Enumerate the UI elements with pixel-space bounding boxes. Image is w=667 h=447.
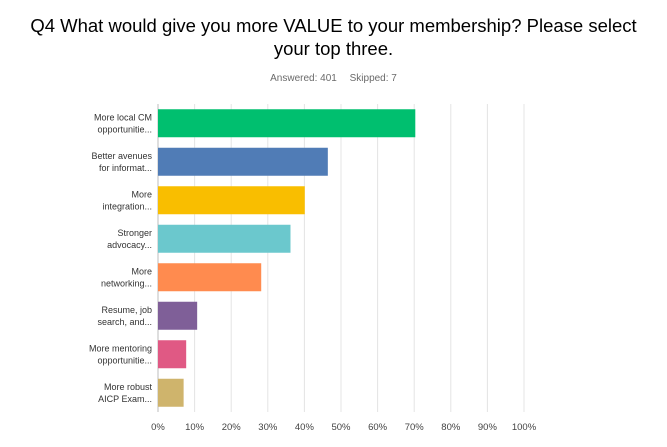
category-label: More networking... [101, 266, 152, 288]
x-tick-label: 10% [185, 422, 205, 433]
bar [158, 224, 291, 253]
x-tick-label: 0% [151, 422, 165, 433]
bar [158, 263, 262, 292]
category-label: More integration... [102, 189, 152, 211]
x-tick-label: 20% [222, 422, 242, 433]
x-tick-label: 100% [512, 422, 537, 433]
question-title-line1: Q4 What would give you more VALUE to you… [30, 15, 637, 36]
x-tick-label: 30% [258, 422, 278, 433]
question-title-line2: your top three. [273, 38, 394, 59]
category-label: Stronger advocacy... [107, 228, 152, 250]
category-label: Resume, job search, and... [97, 305, 152, 327]
bar [158, 301, 198, 330]
x-tick-label: 70% [405, 422, 425, 433]
question-title: Q4 What would give you more VALUE to you… [0, 14, 667, 60]
bar [158, 378, 184, 407]
x-tick-label: 50% [331, 422, 351, 433]
bar [158, 186, 305, 215]
bar [158, 147, 328, 176]
x-tick-label: 40% [295, 422, 315, 433]
category-label: Better avenues for informat... [91, 151, 152, 173]
category-label: More local CM opportunitie... [94, 112, 152, 134]
x-tick-label: 80% [441, 422, 461, 433]
x-tick-label: 60% [368, 422, 388, 433]
category-label: More robust AICP Exam... [98, 382, 152, 404]
bar [158, 340, 187, 369]
bar [158, 109, 416, 138]
category-label: More mentoring opportunitie... [89, 343, 152, 365]
x-tick-label: 90% [478, 422, 498, 433]
skipped-count: Skipped: 7 [349, 73, 397, 84]
answered-count: Answered: 401 [270, 73, 337, 84]
response-stats: Answered: 401 Skipped: 7 [0, 73, 667, 84]
